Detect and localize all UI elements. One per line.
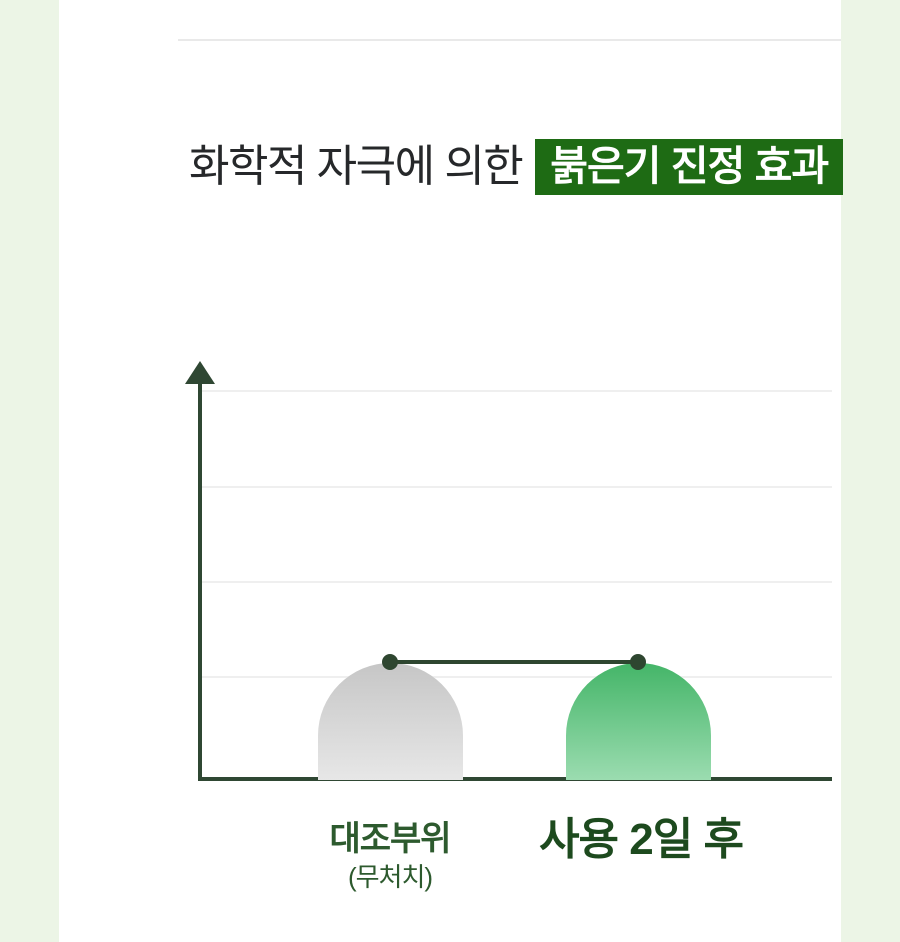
- bar-top-dot-marker: [630, 654, 646, 670]
- title-text: 화학적 자극에 의한: [189, 142, 524, 191]
- left-margin-strip: [0, 0, 59, 942]
- category-label-after-use: 사용 2일 후: [511, 816, 771, 864]
- section-divider: [178, 39, 841, 41]
- redness-soothing-chart: 대조부위 (무처치) 사용 2일 후: [59, 0, 841, 942]
- category-label-control: 대조부위 (무처치): [290, 820, 490, 892]
- category-label-sub: (무처치): [347, 862, 433, 892]
- y-axis: [198, 378, 202, 781]
- gridline: [202, 390, 832, 392]
- right-margin-strip: [841, 0, 900, 942]
- bar-top-dot-marker: [382, 654, 398, 670]
- category-label-main: 대조부위: [329, 820, 451, 858]
- section-title: 화학적 자극에 의한 붉은기 진정 효과: [189, 138, 844, 196]
- x-axis: [198, 777, 832, 781]
- equal-level-connector-line: [390, 660, 638, 664]
- title-highlight-badge: 붉은기 진정 효과: [535, 139, 844, 195]
- bar-after-2-days-use: [566, 663, 711, 780]
- gridline: [202, 581, 832, 583]
- gridline: [202, 676, 832, 678]
- y-axis-arrow-icon: [185, 361, 215, 384]
- content-card: 화학적 자극에 의한 붉은기 진정 효과 대조부위 (무처치) 사용 2일 후: [59, 0, 844, 942]
- category-label-main: 사용 2일 후: [539, 815, 744, 864]
- bar-control-untreated: [318, 663, 463, 780]
- gridline: [202, 486, 832, 488]
